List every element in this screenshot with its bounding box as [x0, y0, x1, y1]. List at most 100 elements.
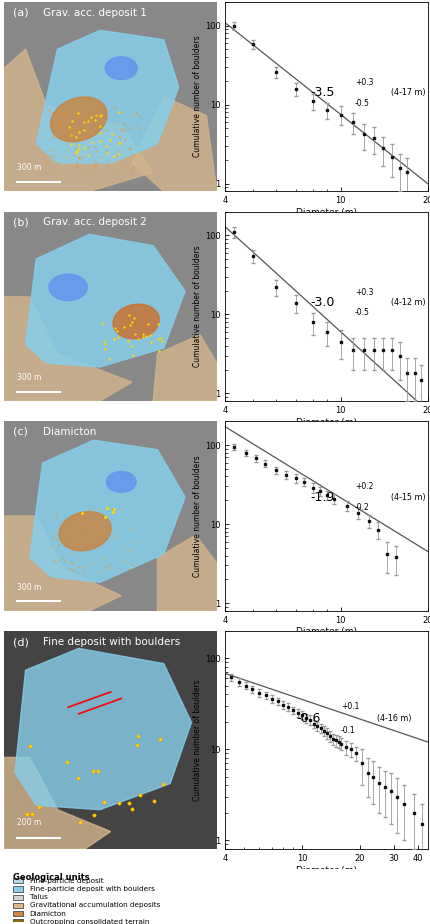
X-axis label: Diameter (m): Diameter (m) [296, 418, 357, 427]
Point [104, 142, 111, 157]
Point [125, 334, 132, 348]
Text: Geological units: Geological units [13, 873, 89, 882]
Point [74, 141, 81, 156]
Text: Fine-particle deposit: Fine-particle deposit [30, 878, 103, 883]
Point [150, 794, 157, 808]
Point [128, 163, 135, 177]
Point [126, 543, 132, 558]
Point [69, 545, 76, 560]
Point [159, 777, 166, 792]
Point [136, 109, 143, 124]
Text: (c): (c) [13, 427, 28, 437]
Text: (b): (b) [13, 217, 28, 227]
Point [111, 149, 117, 164]
Point [78, 508, 85, 523]
Point [83, 111, 89, 126]
Point [85, 113, 92, 128]
Text: (4-17 m): (4-17 m) [391, 89, 426, 97]
Point [114, 524, 120, 539]
Point [51, 530, 58, 545]
Text: -3.5: -3.5 [310, 86, 335, 100]
Point [129, 802, 135, 817]
Text: Outcropping consolidated terrain: Outcropping consolidated terrain [30, 918, 149, 924]
Point [98, 315, 105, 330]
Point [80, 564, 87, 578]
Text: -0.5: -0.5 [355, 99, 370, 108]
Text: +0.3: +0.3 [355, 78, 373, 87]
Point [74, 143, 80, 158]
Ellipse shape [106, 471, 136, 492]
Point [117, 502, 124, 517]
Point [56, 553, 63, 567]
Point [101, 334, 108, 348]
Point [105, 352, 112, 367]
Point [106, 520, 113, 535]
Point [72, 146, 79, 161]
Point [116, 131, 123, 146]
Point [68, 555, 75, 570]
FancyBboxPatch shape [13, 903, 23, 908]
Point [129, 557, 136, 572]
Point [74, 105, 81, 120]
Polygon shape [15, 649, 191, 809]
Point [110, 332, 117, 346]
Point [127, 142, 134, 157]
Point [75, 123, 82, 138]
Point [92, 139, 98, 153]
Point [135, 121, 142, 136]
Point [117, 120, 124, 135]
Text: 300 m: 300 m [17, 373, 41, 383]
Point [112, 164, 119, 178]
Point [96, 119, 103, 134]
Text: Gravitational accumulation deposits: Gravitational accumulation deposits [30, 903, 160, 908]
Point [156, 343, 163, 358]
Point [105, 558, 112, 573]
Point [120, 117, 127, 132]
Point [107, 522, 114, 537]
Point [54, 156, 61, 171]
Text: (4-16 m): (4-16 m) [377, 713, 412, 723]
Point [122, 158, 129, 173]
Point [48, 106, 55, 121]
Point [102, 138, 109, 152]
Point [77, 815, 84, 830]
Point [92, 112, 99, 127]
Point [155, 317, 162, 332]
Point [55, 116, 61, 131]
FancyBboxPatch shape [13, 894, 23, 900]
Point [35, 799, 42, 814]
Point [49, 129, 56, 144]
Point [93, 119, 100, 134]
Point [143, 328, 150, 343]
Point [89, 126, 95, 140]
Point [129, 534, 135, 549]
Point [92, 107, 99, 122]
Point [117, 122, 124, 137]
Point [44, 155, 51, 170]
Point [116, 105, 123, 120]
Point [68, 128, 75, 142]
Point [104, 145, 111, 160]
Point [80, 141, 87, 156]
FancyBboxPatch shape [13, 911, 23, 917]
Point [68, 114, 75, 128]
Text: 300 m: 300 m [17, 164, 41, 173]
Point [121, 123, 128, 138]
Point [129, 314, 135, 329]
X-axis label: Diameter (m): Diameter (m) [296, 866, 357, 874]
Polygon shape [30, 440, 185, 582]
Point [99, 551, 106, 565]
Point [69, 555, 76, 570]
Polygon shape [132, 97, 217, 191]
Point [61, 105, 68, 120]
Point [126, 318, 133, 333]
Text: 300 m: 300 m [17, 583, 41, 592]
Point [92, 107, 99, 122]
Point [50, 115, 57, 129]
Point [28, 807, 35, 821]
Point [53, 508, 60, 523]
Point [62, 149, 69, 164]
Point [55, 122, 62, 137]
Point [61, 553, 68, 568]
Point [83, 128, 90, 143]
